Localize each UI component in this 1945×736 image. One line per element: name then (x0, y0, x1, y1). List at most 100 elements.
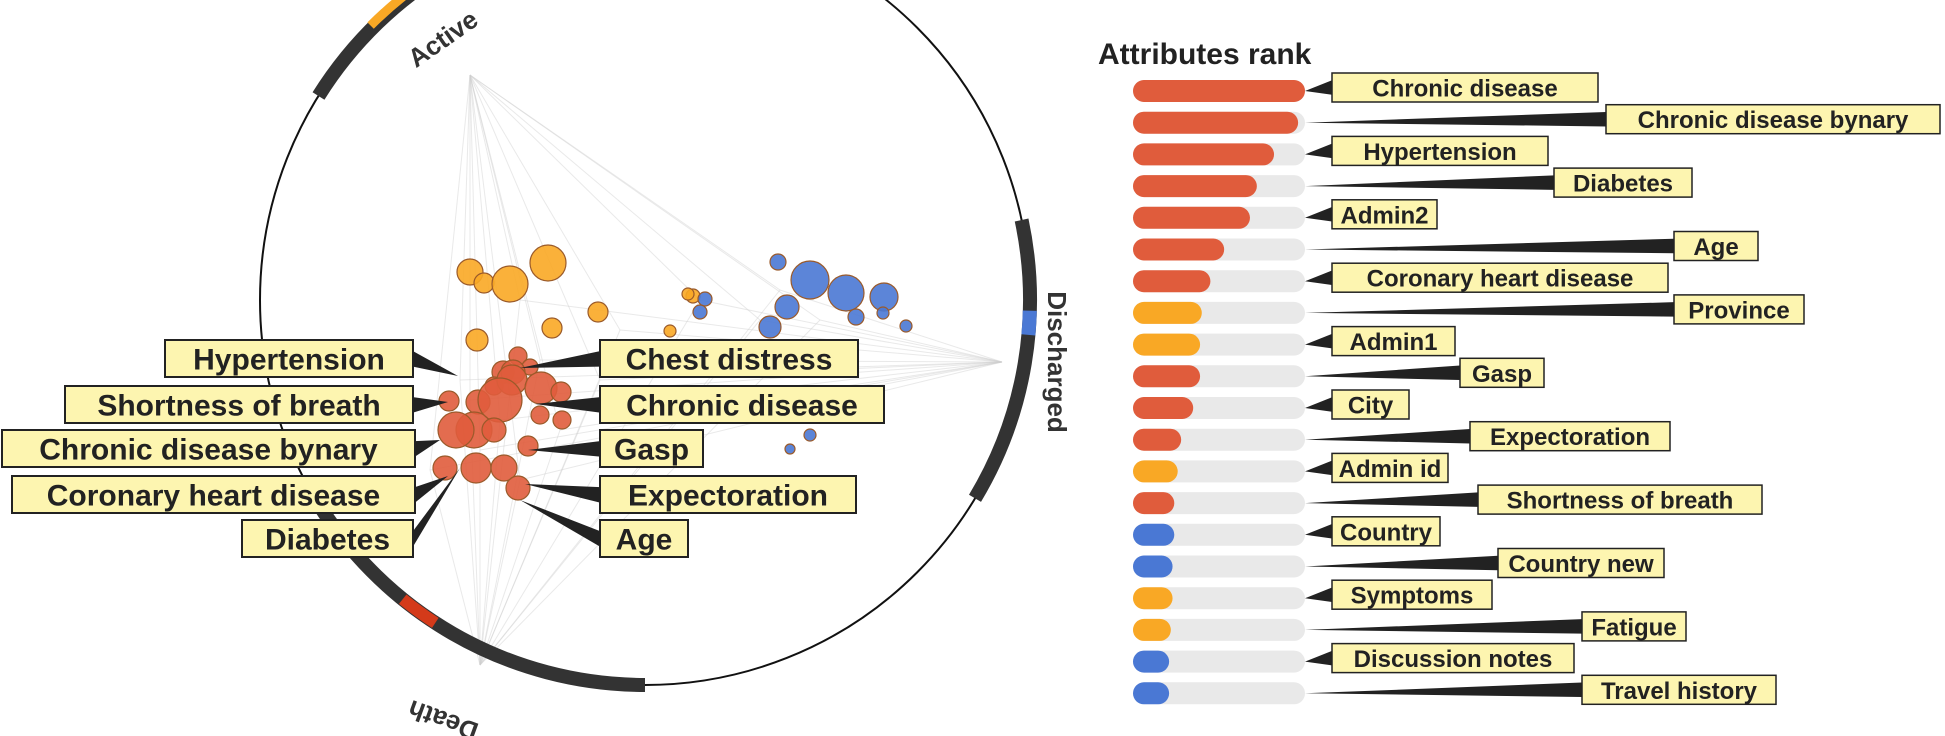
bubble-4 (465, 328, 489, 352)
bubble-label-7: Gasp (528, 429, 704, 468)
rank-row-17: Fatigue (1133, 611, 1687, 642)
bubble-label-box-0 (164, 339, 414, 378)
rank-row-6: Coronary heart disease (1133, 262, 1669, 293)
rank-row-5: Age (1133, 230, 1759, 262)
bubble-8 (663, 324, 677, 338)
bubble-17 (876, 306, 890, 320)
bubble-label-pointer-4 (413, 468, 460, 547)
rank-label-box-7 (1673, 294, 1805, 325)
rank-label-box-4 (1331, 199, 1438, 230)
rank-label-pointer-18 (1305, 650, 1332, 666)
bubble-43 (530, 405, 550, 425)
rank-label-pointer-16 (1305, 587, 1332, 602)
rank-label-11: Expectoration (1490, 424, 1650, 451)
rank-label-pointer-14 (1305, 524, 1332, 539)
bubble-label-pointer-7 (528, 441, 600, 457)
rank-label-5: Age (1693, 234, 1738, 261)
category-label-0: Active (402, 4, 483, 73)
rank-label-14: Country (1340, 519, 1433, 546)
rank-bar-19 (1133, 682, 1170, 705)
bubble-label-3: Coronary heart disease (11, 475, 448, 514)
rank-label-pointer-5 (1305, 238, 1674, 254)
rank-bar-7 (1133, 301, 1202, 324)
rank-label-16: Symptoms (1351, 583, 1474, 610)
bubble-33 (477, 377, 523, 423)
rank-row-14: Country (1133, 516, 1441, 547)
bubble-42 (552, 410, 572, 430)
link-line-1-3 (479, 479, 521, 666)
rank-bar-1 (1133, 111, 1299, 134)
link-line-2-13 (779, 289, 1003, 363)
rank-label-pointer-0 (1305, 80, 1332, 95)
rank-track-19 (1133, 682, 1305, 705)
rank-row-4: Admin2 (1133, 199, 1438, 230)
bubble-3 (529, 244, 567, 282)
rank-bar-9 (1133, 365, 1201, 388)
bubble-label-text-8: Expectoration (628, 479, 828, 512)
bubble-label-8: Expectoration (525, 475, 857, 514)
bubble-31 (550, 381, 572, 403)
rank-label-box-1 (1605, 103, 1941, 135)
bubble-label-pointer-5 (520, 351, 600, 368)
bubble-12 (827, 274, 865, 312)
bubble-2 (491, 265, 529, 303)
rank-label-2: Hypertension (1363, 139, 1516, 166)
rank-row-8: Admin1 (1133, 325, 1456, 357)
rank-label-15: Country new (1508, 551, 1654, 578)
bubble-label-text-4: Diabetes (265, 523, 390, 556)
rank-row-15: Country new (1133, 547, 1665, 579)
link-line-1-9 (479, 329, 621, 666)
link-line-0-11 (469, 74, 761, 321)
bubble-19 (697, 291, 713, 307)
rank-label-box-8 (1331, 325, 1456, 357)
link-line-0-7 (459, 74, 471, 381)
rank-bar-16 (1133, 587, 1173, 610)
rank-label-pointer-19 (1305, 682, 1582, 698)
rank-row-11: Expectoration (1133, 420, 1671, 452)
rank-bar-18 (1133, 650, 1170, 673)
bubble-18 (899, 319, 913, 333)
radial-bubble-chart: Active Discharged Death Hypertension Shortn… (1, 0, 1072, 736)
link-line-1-5 (479, 379, 601, 666)
bubble-label-2: Chronic disease bynary (1, 429, 440, 468)
bubble-label-box-7 (599, 429, 704, 468)
rank-track-14 (1133, 523, 1305, 546)
rank-label-box-11 (1469, 420, 1671, 452)
bubble-label-pointer-0 (413, 351, 458, 376)
rank-label-box-3 (1553, 167, 1693, 198)
bubble-label-text-0: Hypertension (193, 343, 385, 376)
rank-label-box-17 (1581, 611, 1687, 642)
rank-label-4: Admin2 (1340, 202, 1428, 229)
link-line-1-6 (479, 359, 541, 666)
bubble-36 (432, 455, 458, 481)
rank-label-box-14 (1331, 516, 1441, 547)
rank-label-9: Gasp (1472, 361, 1532, 388)
bubble-label-pointer-9 (520, 500, 600, 547)
rank-label-box-13 (1477, 484, 1763, 515)
bubble-34 (437, 411, 475, 449)
bubble-14 (774, 294, 800, 320)
rank-bar-17 (1133, 618, 1171, 641)
bubble-22 (784, 443, 796, 455)
link-line-0-6 (469, 74, 541, 361)
rank-row-9: Gasp (1133, 357, 1545, 389)
rank-label-pointer-11 (1305, 428, 1470, 444)
rank-label-13: Shortness of breath (1507, 488, 1734, 515)
rank-label-0: Chronic disease (1372, 76, 1557, 103)
bubble-group (432, 244, 913, 501)
rank-label-box-5 (1673, 230, 1759, 262)
link-line-0-4 (469, 74, 561, 431)
bubble-20 (692, 304, 708, 320)
bubble-15 (758, 315, 782, 339)
bubble-label-box-3 (11, 475, 416, 514)
rank-track-15 (1133, 555, 1305, 578)
bubble-label-box-1 (64, 385, 414, 424)
bubble-21 (803, 428, 817, 442)
bubble-label-text-2: Chronic disease bynary (39, 433, 378, 466)
rank-bar-11 (1133, 428, 1182, 451)
bubble-label-5: Chest distress (520, 339, 859, 378)
rank-label-pointer-13 (1305, 492, 1478, 507)
bubble-label-pointer-2 (415, 440, 440, 457)
